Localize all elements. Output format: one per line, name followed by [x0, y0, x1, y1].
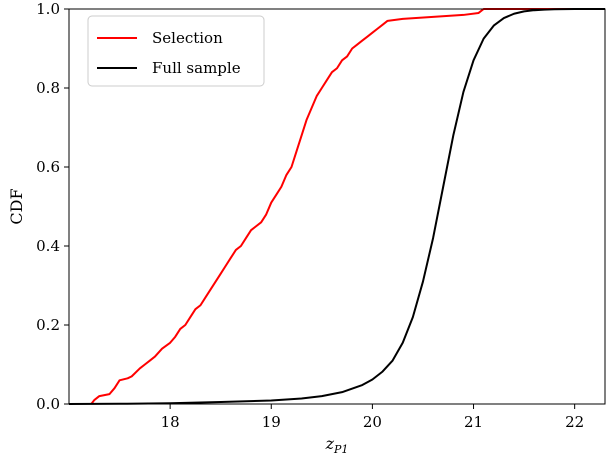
x-axis-label: zP1	[325, 434, 349, 456]
x-tick-label: 18	[161, 413, 180, 431]
series-line-selection	[90, 8, 605, 405]
x-axis-label-subscript: P1	[333, 443, 348, 456]
y-tick-label: 1.0	[36, 0, 60, 18]
legend-label-selection: Selection	[152, 29, 223, 47]
y-tick-label: 0.8	[36, 79, 60, 97]
x-axis-label-main: z	[325, 434, 335, 453]
x-tick-label: 22	[565, 413, 584, 431]
plot-lines	[68, 8, 606, 405]
series-line-full-sample	[68, 8, 606, 405]
legend-label-full-sample: Full sample	[152, 59, 241, 77]
plot-frame	[68, 8, 606, 405]
y-axis-label: CDF	[7, 188, 26, 224]
legend: Selection Full sample	[87, 15, 265, 87]
y-tick-label: 0.0	[36, 395, 60, 413]
y-tick-label: 0.2	[36, 316, 60, 334]
x-tick-label: 21	[464, 413, 483, 431]
x-tick-label: 20	[363, 413, 382, 431]
y-tick-label: 0.6	[36, 158, 60, 176]
x-tick-label: 19	[262, 413, 281, 431]
axis-ticks: 18 19 20 21 22 0.0 0.2 0.4 0.6 0.8 1.0	[36, 0, 584, 431]
y-tick-label: 0.4	[36, 237, 60, 255]
